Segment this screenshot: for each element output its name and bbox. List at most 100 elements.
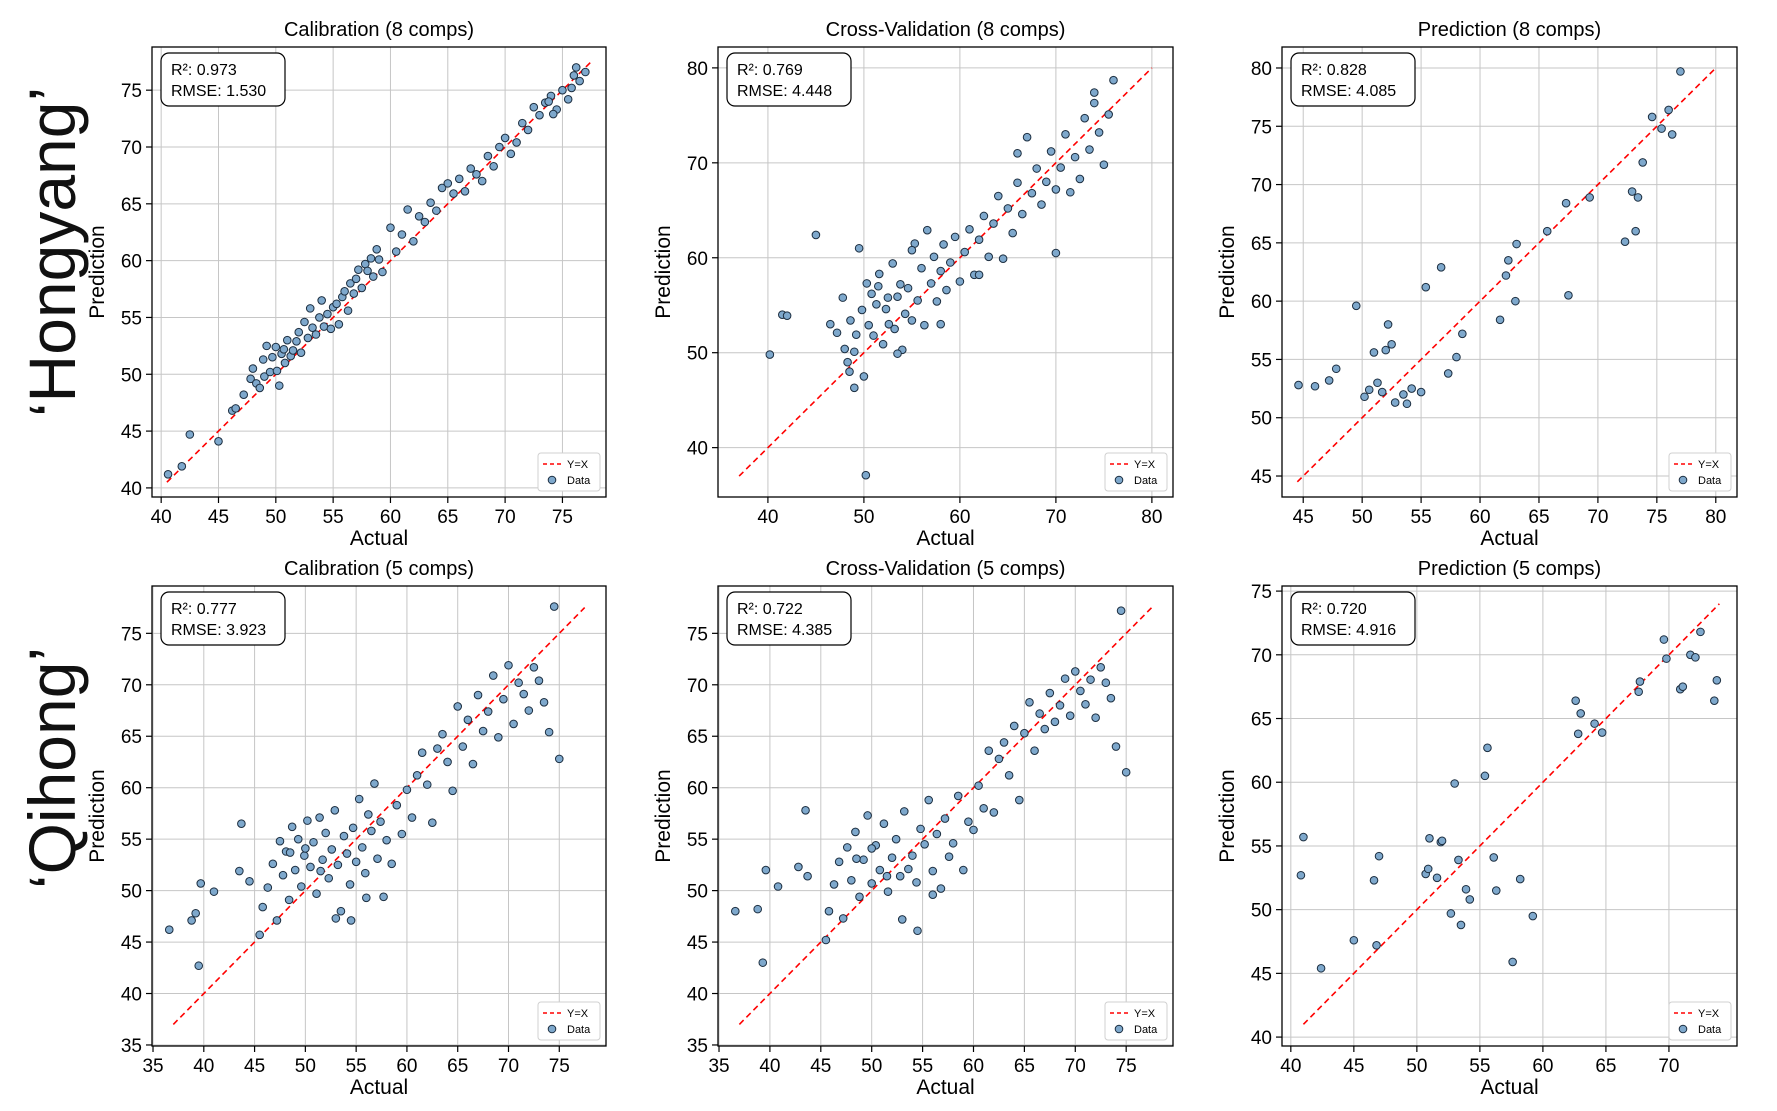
data-point [468, 759, 478, 769]
data-point [803, 871, 812, 881]
data-point [458, 742, 468, 751]
data-point [821, 935, 831, 945]
data-point [1508, 957, 1517, 967]
data-point [758, 958, 768, 967]
y-tick-label: 35 [687, 1036, 708, 1057]
data-point [1051, 185, 1061, 194]
data-point [351, 274, 361, 284]
data-point [1710, 696, 1719, 705]
data-point [366, 254, 376, 263]
data-point [893, 349, 902, 358]
legend-label-data: Data [1698, 1024, 1722, 1036]
y-tick-label: 40 [121, 479, 142, 500]
x-tick-label: 60 [949, 507, 970, 528]
x-tick-label: 55 [1411, 507, 1432, 528]
y-tick-label: 80 [1251, 59, 1272, 80]
data-point [1483, 743, 1492, 753]
data-point [1480, 771, 1490, 781]
data-point [765, 350, 775, 359]
data-point [1060, 674, 1070, 683]
data-point [282, 335, 292, 345]
data-point [312, 889, 321, 898]
data-point [887, 853, 897, 862]
data-point [1372, 941, 1381, 950]
data-point [869, 331, 878, 340]
plot-frame [1281, 585, 1738, 1047]
y-tick-label: 55 [687, 830, 708, 851]
x-tick-label: 45 [1343, 1056, 1364, 1077]
data-point [477, 176, 487, 186]
data-point [1025, 697, 1034, 707]
legend-label-line: Y=X [567, 459, 589, 471]
data-point [473, 690, 483, 700]
data-point [1676, 67, 1685, 76]
data-point [1017, 209, 1027, 219]
data-point [1461, 884, 1471, 894]
x-tick-label: 55 [912, 1056, 933, 1077]
data-point [177, 462, 187, 471]
data-point [1446, 909, 1456, 918]
data-point [1003, 204, 1013, 213]
data-point [548, 109, 558, 119]
row-label-qihong: ‘Qihong’ [15, 646, 89, 890]
data-point [1576, 709, 1586, 718]
data-point [838, 914, 848, 923]
x-tick-label: 60 [963, 1056, 984, 1077]
data-point [801, 806, 810, 815]
y-tick-label: 45 [687, 933, 708, 954]
data-point [761, 865, 771, 875]
data-point [867, 879, 877, 888]
y-axis-label: Prediction [86, 225, 109, 318]
data-point [194, 961, 204, 971]
data-point [948, 838, 958, 848]
legend-point-swatch [547, 475, 557, 485]
data-point [881, 304, 891, 314]
data-point [1381, 345, 1391, 355]
data-point [300, 851, 309, 860]
x-tick-label: 70 [1065, 1056, 1086, 1077]
data-point [1111, 742, 1121, 751]
data-point [1458, 329, 1467, 339]
data-point [524, 706, 534, 715]
data-point [1349, 935, 1359, 945]
data-point [969, 825, 978, 835]
stats-box [726, 591, 852, 646]
data-point [1331, 364, 1341, 374]
data-point [571, 63, 581, 72]
y-tick-label: 60 [1251, 773, 1272, 794]
data-point [1364, 385, 1374, 395]
data-point [1070, 152, 1080, 162]
data-point [301, 844, 310, 853]
data-point [753, 904, 762, 914]
y-tick-label: 45 [1251, 467, 1272, 488]
data-point [974, 235, 984, 245]
data-point [342, 849, 352, 858]
data-point [843, 357, 852, 367]
y-tick-label: 50 [121, 365, 142, 386]
data-point [348, 823, 358, 833]
data-point [297, 882, 306, 891]
x-tick-label: 45 [1293, 507, 1314, 528]
data-point [920, 839, 929, 849]
data-point [1495, 315, 1505, 325]
plot-frame [717, 46, 1174, 498]
data-point [1416, 387, 1426, 397]
y-tick-label: 50 [121, 882, 142, 903]
y-tick-label: 70 [1251, 646, 1272, 667]
data-point [558, 85, 567, 95]
data-point [782, 311, 792, 320]
data-point [1360, 392, 1369, 402]
data-point [916, 824, 925, 834]
data-point [929, 252, 939, 262]
data-point [364, 810, 373, 819]
data-point [1456, 920, 1466, 930]
data-point [187, 916, 196, 925]
data-point [884, 319, 894, 329]
data-point [327, 845, 337, 854]
data-point [851, 330, 861, 339]
data-point [245, 877, 254, 886]
data-point [965, 224, 974, 234]
data-point [872, 299, 881, 309]
data-point [1528, 911, 1538, 921]
x-tick-label: 80 [1705, 507, 1726, 528]
